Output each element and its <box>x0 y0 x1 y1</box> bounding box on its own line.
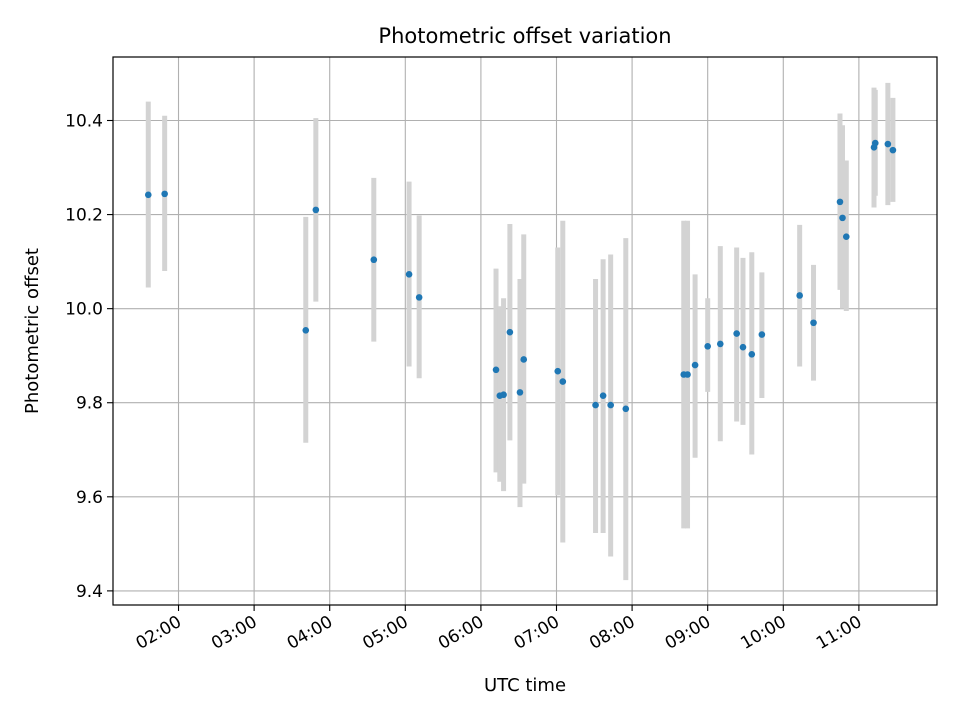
data-point <box>559 378 567 385</box>
data-point <box>622 405 630 413</box>
data-point <box>161 190 168 198</box>
data-point <box>370 256 378 264</box>
data-point <box>739 343 747 351</box>
y-tick-label: 9.4 <box>76 582 103 602</box>
x-axis-label: UTC time <box>484 675 566 696</box>
data-point <box>842 233 850 240</box>
data-point <box>500 391 507 399</box>
data-point <box>302 326 310 334</box>
data-point <box>839 214 846 222</box>
plot-frame <box>112 56 938 606</box>
y-tick-label: 10.4 <box>65 112 103 132</box>
data-point <box>733 330 740 337</box>
y-tick-label: 10.2 <box>65 206 103 226</box>
data-point <box>716 340 724 348</box>
y-axis-label: Photometric offset <box>22 248 43 414</box>
data-point <box>312 206 320 214</box>
data-point <box>884 140 892 148</box>
y-axis-ticks: 9.4 9.6 9.8 10.0 10.2 10.4 <box>65 112 113 602</box>
y-tick-label: 9.8 <box>76 394 103 414</box>
y-tick-label: 10.0 <box>65 300 103 320</box>
data-point <box>684 371 691 378</box>
data-point <box>415 294 423 301</box>
data-point <box>836 198 844 206</box>
data-point <box>691 361 699 369</box>
data-point <box>796 292 803 299</box>
data-point <box>592 401 599 409</box>
data-point <box>144 191 152 199</box>
data-point <box>758 331 766 338</box>
chart-title: Photometric offset variation <box>378 24 671 48</box>
data-point <box>405 271 413 278</box>
data-point <box>889 146 897 154</box>
data-point <box>871 139 879 147</box>
data-point <box>810 319 817 327</box>
data-point <box>506 328 514 336</box>
data-point <box>599 392 607 399</box>
data-point <box>520 356 528 363</box>
data-point <box>492 366 500 374</box>
data-point <box>516 389 524 396</box>
data-point <box>607 401 614 409</box>
data-point <box>748 350 756 358</box>
data-point <box>704 342 711 350</box>
data-points <box>144 139 897 413</box>
data-point <box>554 367 562 375</box>
y-tick-label: 9.6 <box>76 488 103 508</box>
